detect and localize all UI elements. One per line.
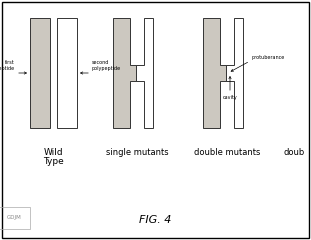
- Text: GDJM: GDJM: [7, 216, 21, 221]
- Text: single mutants: single mutants: [106, 148, 168, 157]
- Polygon shape: [136, 18, 153, 128]
- Text: cavity: cavity: [223, 95, 237, 100]
- Polygon shape: [113, 18, 138, 128]
- Text: FIG. 4: FIG. 4: [139, 215, 172, 225]
- Polygon shape: [30, 18, 50, 128]
- Text: second
polypeptide: second polypeptide: [92, 60, 121, 71]
- Text: doub: doub: [284, 148, 305, 157]
- Text: Wild: Wild: [44, 148, 63, 157]
- Text: first
polypeptide: first polypeptide: [0, 60, 15, 71]
- Text: protuberance: protuberance: [251, 55, 284, 60]
- Text: Type: Type: [43, 157, 64, 166]
- Polygon shape: [226, 18, 243, 128]
- Text: double mutants: double mutants: [194, 148, 260, 157]
- Polygon shape: [203, 18, 228, 128]
- Polygon shape: [57, 18, 77, 128]
